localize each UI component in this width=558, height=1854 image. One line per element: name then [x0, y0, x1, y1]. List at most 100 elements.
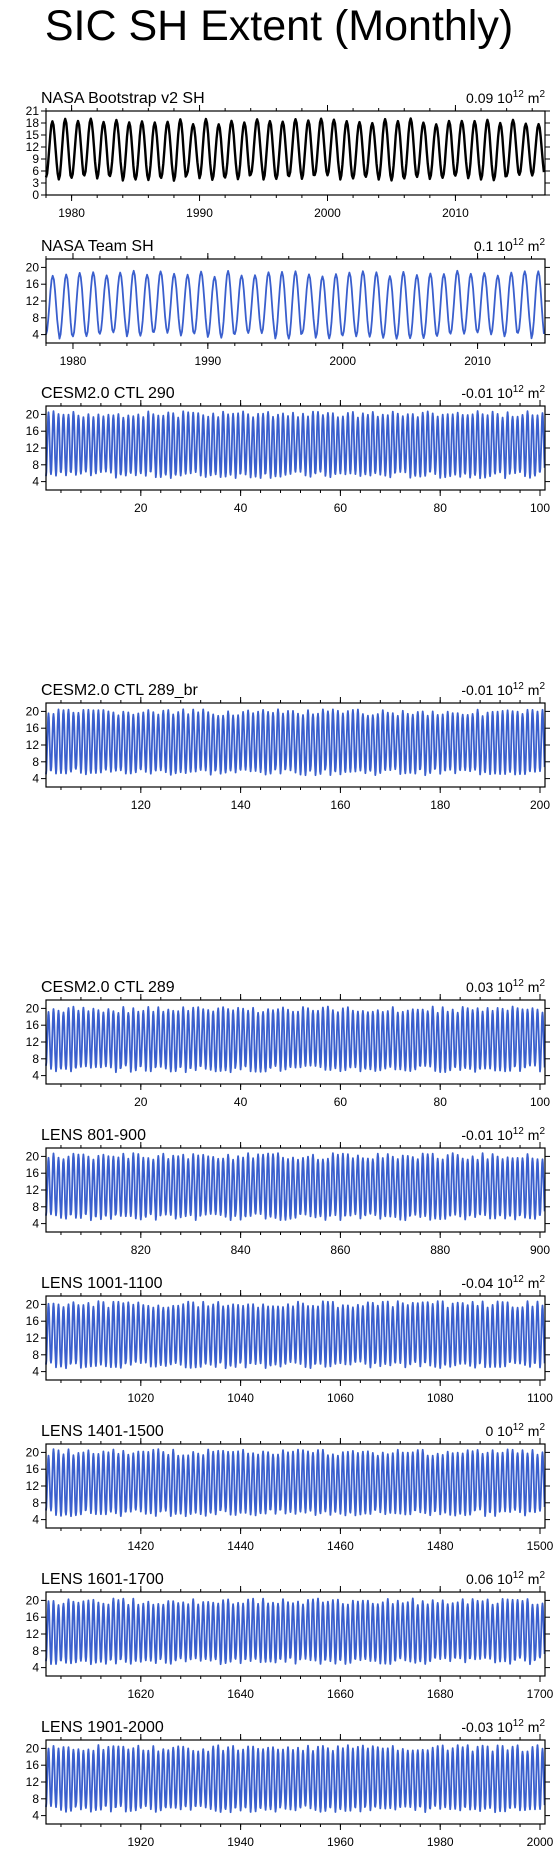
x-tick-label: 20: [134, 501, 148, 515]
series-line: [45, 410, 546, 480]
y-tick-label: 8: [32, 1348, 39, 1362]
panel-title: LENS 1001-1100: [41, 1275, 163, 1292]
x-tick-label: 60: [334, 1095, 348, 1109]
y-tick-label: 8: [32, 1496, 39, 1510]
x-tick-label: 2010: [464, 354, 491, 368]
y-tick-label: 12: [26, 1627, 40, 1641]
y-tick-label: 4: [32, 475, 39, 489]
x-tick-label: 140: [231, 798, 251, 812]
y-tick-label: 12: [26, 1331, 40, 1345]
y-tick-label: 6: [32, 164, 39, 178]
y-tick-label: 20: [26, 1593, 40, 1607]
y-tick-label: 4: [32, 1513, 39, 1527]
x-tick-label: 1960: [327, 1835, 354, 1849]
panel-title: CESM2.0 CTL 289_br: [41, 682, 198, 699]
series-line: [45, 1597, 546, 1666]
x-tick-label: 1940: [227, 1835, 254, 1849]
panel-title: LENS 1901-2000: [41, 1719, 164, 1736]
y-tick-label: 21: [26, 104, 40, 118]
x-tick-label: 1700: [527, 1687, 554, 1701]
x-tick-label: 1680: [427, 1687, 454, 1701]
y-tick-label: 4: [32, 328, 39, 342]
x-tick-label: 820: [131, 1243, 151, 1257]
panel-title: LENS 1401-1500: [41, 1423, 164, 1440]
x-tick-label: 1420: [127, 1539, 154, 1553]
panel-title: LENS 1601-1700: [41, 1571, 164, 1588]
y-tick-label: 12: [26, 738, 40, 752]
x-tick-label: 900: [530, 1243, 550, 1257]
y-tick-label: 12: [26, 1183, 40, 1197]
x-tick-label: 1020: [127, 1391, 154, 1405]
x-tick-label: 1040: [227, 1391, 254, 1405]
x-tick-label: 1980: [60, 354, 87, 368]
x-tick-label: 1480: [427, 1539, 454, 1553]
x-tick-label: 1440: [227, 1539, 254, 1553]
x-tick-label: 100: [530, 1095, 550, 1109]
y-tick-label: 4: [32, 1069, 39, 1083]
y-tick-label: 12: [26, 294, 40, 308]
trend-label: 0.09 1012 m2: [466, 89, 545, 106]
x-tick-label: 60: [334, 501, 348, 515]
trend-label: 0.03 1012 m2: [466, 978, 545, 995]
trend-label: 0.06 1012 m2: [466, 1570, 545, 1587]
x-tick-label: 200: [530, 798, 550, 812]
plot-frame: [45, 702, 546, 788]
y-tick-label: 16: [26, 424, 40, 438]
panel-title: CESM2.0 CTL 289: [41, 979, 175, 996]
y-tick-label: 8: [32, 458, 39, 472]
series-line: [45, 1744, 546, 1814]
y-tick-label: 9: [32, 152, 39, 166]
chart-panel: CESM2.0 CTL 289 0.03 1012 m2 4 8 12 16 20 20 40 6…: [26, 978, 551, 1109]
chart-panel: NASA Bootstrap v2 SH 0.09 1012 m2 03691215…: [26, 89, 550, 220]
y-tick-label: 16: [26, 1314, 40, 1328]
trend-label: 0.1 1012 m2: [474, 237, 546, 254]
chart-panel: CESM2.0 CTL 290 -0.01 1012 m2 4 8 12 16 20 20 40…: [26, 384, 551, 515]
panel-title: LENS 801-900: [41, 1127, 146, 1144]
series-line: [45, 1005, 546, 1074]
y-tick-label: 20: [26, 1445, 40, 1459]
x-tick-label: 1060: [327, 1391, 354, 1405]
y-tick-label: 16: [26, 277, 40, 291]
y-tick-label: 20: [26, 1297, 40, 1311]
y-tick-label: 4: [32, 1365, 39, 1379]
y-tick-label: 12: [26, 1035, 40, 1049]
series-line: [45, 1152, 546, 1222]
y-tick-label: 20: [26, 1001, 40, 1015]
x-tick-label: 1990: [186, 206, 213, 220]
y-tick-label: 8: [32, 755, 39, 769]
y-tick-label: 20: [26, 1741, 40, 1755]
chart-panel: NASA Team SH 0.1 1012 m2 4 8 12 16 20 1980 1990 2…: [26, 237, 550, 368]
y-tick-label: 12: [26, 1775, 40, 1789]
plot-frame: [45, 110, 546, 196]
y-tick-label: 16: [26, 1462, 40, 1476]
x-tick-label: 2000: [329, 354, 356, 368]
y-tick-label: 20: [26, 704, 40, 718]
trend-label: -0.04 1012 m2: [461, 1274, 545, 1291]
trend-label: 0 1012 m2: [486, 1422, 546, 1439]
x-tick-label: 80: [434, 1095, 448, 1109]
x-tick-label: 1100: [527, 1391, 553, 1405]
y-tick-label: 16: [26, 1610, 40, 1624]
series-line: [45, 269, 545, 340]
y-tick-label: 16: [26, 721, 40, 735]
y-tick-label: 12: [26, 441, 40, 455]
y-tick-label: 3: [32, 176, 39, 190]
y-tick-label: 20: [26, 407, 40, 421]
series-line: [44, 117, 546, 182]
y-tick-label: 4: [32, 1661, 39, 1675]
x-tick-label: 1980: [427, 1835, 454, 1849]
x-tick-label: 180: [430, 798, 450, 812]
x-tick-label: 40: [234, 501, 248, 515]
y-tick-label: 16: [26, 1018, 40, 1032]
trend-label: -0.01 1012 m2: [461, 681, 545, 698]
x-tick-label: 80: [434, 501, 448, 515]
x-tick-label: 20: [134, 1095, 148, 1109]
y-tick-label: 18: [26, 116, 40, 130]
chart-panel: LENS 1401-1500 0 1012 m2 4 8 12 16 20 1420 1440 1…: [26, 1422, 554, 1553]
series-line: [45, 1300, 546, 1370]
plot-frame: [45, 999, 546, 1085]
x-tick-label: 1500: [527, 1539, 554, 1553]
x-tick-label: 100: [530, 501, 550, 515]
chart-panel: CESM2.0 CTL 289_br -0.01 1012 m2 4 8 12 16 20 1…: [26, 681, 551, 812]
